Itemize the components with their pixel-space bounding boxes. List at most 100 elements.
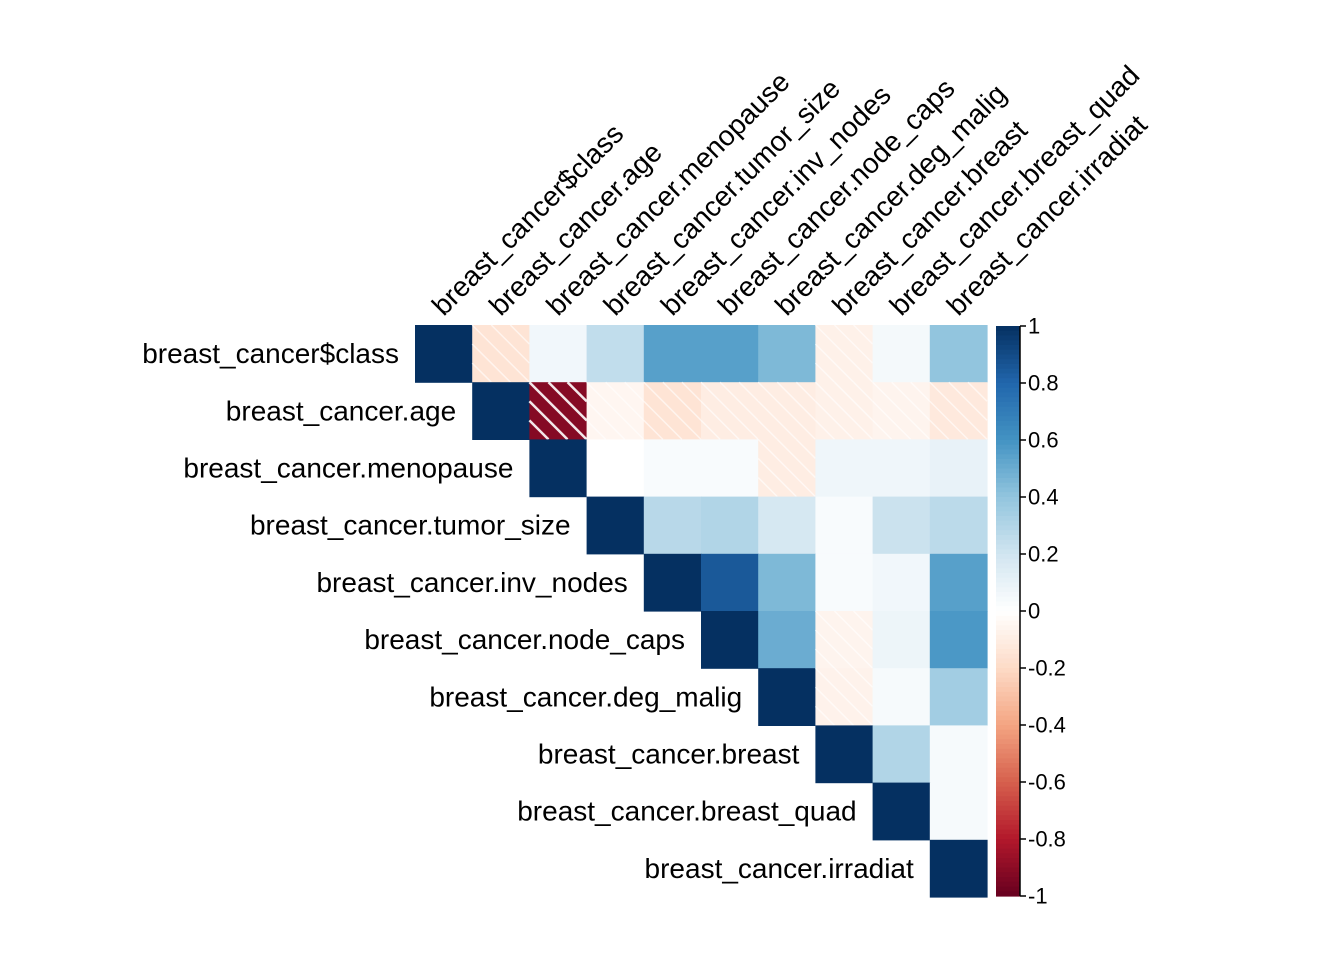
colorbar-segment: [996, 463, 1020, 470]
heatmap-cell: [701, 325, 759, 383]
colorbar-segment: [996, 710, 1020, 717]
heatmap-cell: [929, 553, 988, 612]
heatmap-cell: [758, 611, 816, 669]
colorbar-segment: [996, 373, 1020, 379]
heatmap-cell: [643, 496, 702, 555]
colorbar-segment: [996, 611, 1020, 617]
colorbar-segment: [996, 672, 1020, 679]
colorbar-segment: [996, 430, 1020, 436]
colorbar-segment: [996, 696, 1020, 702]
colorbar-segment: [996, 748, 1020, 755]
colorbar-segment: [996, 425, 1020, 432]
heatmap-cell: [929, 325, 988, 383]
colorbar-tick-label: -0.4: [1028, 713, 1066, 738]
heatmap-cell: [929, 782, 988, 841]
row-label: breast_cancer.tumor_size: [250, 510, 571, 541]
heatmap-cell: [929, 668, 988, 726]
colorbar-segment: [996, 544, 1020, 550]
colorbar-tick-label: 0.2: [1028, 542, 1059, 567]
colorbar-segment: [996, 649, 1020, 655]
colorbar-segment: [996, 658, 1020, 664]
colorbar-tick-label: 1: [1028, 314, 1040, 339]
colorbar-segment: [996, 786, 1020, 793]
colorbar-segment: [996, 853, 1020, 859]
cell-hatch: [643, 381, 702, 440]
heatmap-cell: [758, 325, 816, 383]
cell-hatch: [471, 324, 530, 383]
row-label: breast_cancer.breast: [538, 739, 800, 770]
colorbar-segment: [996, 516, 1020, 522]
colorbar-tick-label: 0.4: [1028, 485, 1059, 510]
colorbar-segment: [996, 520, 1020, 527]
colorbar-tick-label: -0.2: [1028, 656, 1066, 681]
colorbar-segment: [996, 511, 1020, 517]
colorbar-segment: [996, 558, 1020, 565]
colorbar-segment: [996, 687, 1020, 693]
colorbar-segment: [996, 744, 1020, 750]
heatmap-cell: [815, 439, 874, 498]
colorbar-segment: [996, 848, 1020, 854]
colorbar-segment: [996, 834, 1020, 840]
colorbar-segment: [996, 378, 1020, 384]
colorbar-segment: [996, 606, 1020, 612]
colorbar-segment: [996, 734, 1020, 740]
heatmap-cell: [415, 325, 473, 383]
cell-hatch: [757, 381, 816, 440]
heatmap-cell: [643, 553, 702, 612]
heatmap-cell: [929, 439, 988, 498]
colorbar-segment: [996, 563, 1020, 569]
colorbar-segment: [996, 549, 1020, 555]
row-labels: breast_cancer$class breast_cancer.agebrea…: [142, 338, 914, 884]
colorbar-segment: [996, 354, 1020, 360]
heatmap-cell: [929, 496, 988, 555]
colorbar-segment: [996, 820, 1020, 826]
colorbar-segment: [996, 796, 1020, 802]
heatmap-cell: [872, 725, 931, 784]
colorbar-segment: [996, 497, 1020, 503]
heatmap-cell: [872, 611, 931, 669]
colorbar-segment: [996, 577, 1020, 584]
heatmap-cell: [872, 782, 931, 841]
colorbar-segment: [996, 634, 1020, 641]
colorbar-tick-label: -0.8: [1028, 827, 1066, 852]
colorbar-segment: [996, 478, 1020, 484]
colorbar-segment: [996, 473, 1020, 479]
colorbar-segment: [996, 411, 1020, 417]
colorbar-segment: [996, 653, 1020, 660]
heatmap-cell: [701, 439, 759, 498]
cell-hatch: [757, 438, 816, 498]
heatmap-cell: [529, 325, 588, 383]
colorbar-segment: [996, 777, 1020, 783]
colorbar-segment: [996, 554, 1020, 560]
colorbar-segment: [996, 383, 1020, 389]
colorbar-segment: [996, 763, 1020, 769]
cell-hatch: [700, 381, 759, 440]
cell-hatch: [929, 381, 988, 440]
colorbar-segment: [996, 596, 1020, 603]
row-label: breast_cancer.deg_malig: [429, 681, 742, 712]
heatmap-cell: [643, 439, 702, 498]
colorbar-segment: [996, 440, 1020, 446]
colorbar-segment: [996, 582, 1020, 588]
colorbar-segment: [996, 706, 1020, 712]
colorbar-segment: [996, 387, 1020, 394]
colorbar-segment: [996, 772, 1020, 778]
colorbar-segment: [996, 758, 1020, 764]
cell-hatch: [814, 324, 874, 383]
colorbar-segment: [996, 335, 1020, 341]
row-label: breast_cancer.breast_quad: [517, 796, 856, 827]
colorbar-segment: [996, 535, 1020, 541]
colorbar-segment: [996, 767, 1020, 774]
cell-hatch: [528, 381, 588, 441]
colorbar-segment: [996, 620, 1020, 626]
colorbar-segment: [996, 753, 1020, 759]
cell-hatch: [586, 381, 645, 440]
colorbar-segment: [996, 824, 1020, 831]
colorbar-segment: [996, 691, 1020, 698]
colorbar-segment: [996, 881, 1020, 888]
colorbar-segment: [996, 867, 1020, 873]
colorbar-segment: [996, 501, 1020, 508]
colorbar-segment: [996, 630, 1020, 636]
colorbar-segment: [996, 459, 1020, 465]
